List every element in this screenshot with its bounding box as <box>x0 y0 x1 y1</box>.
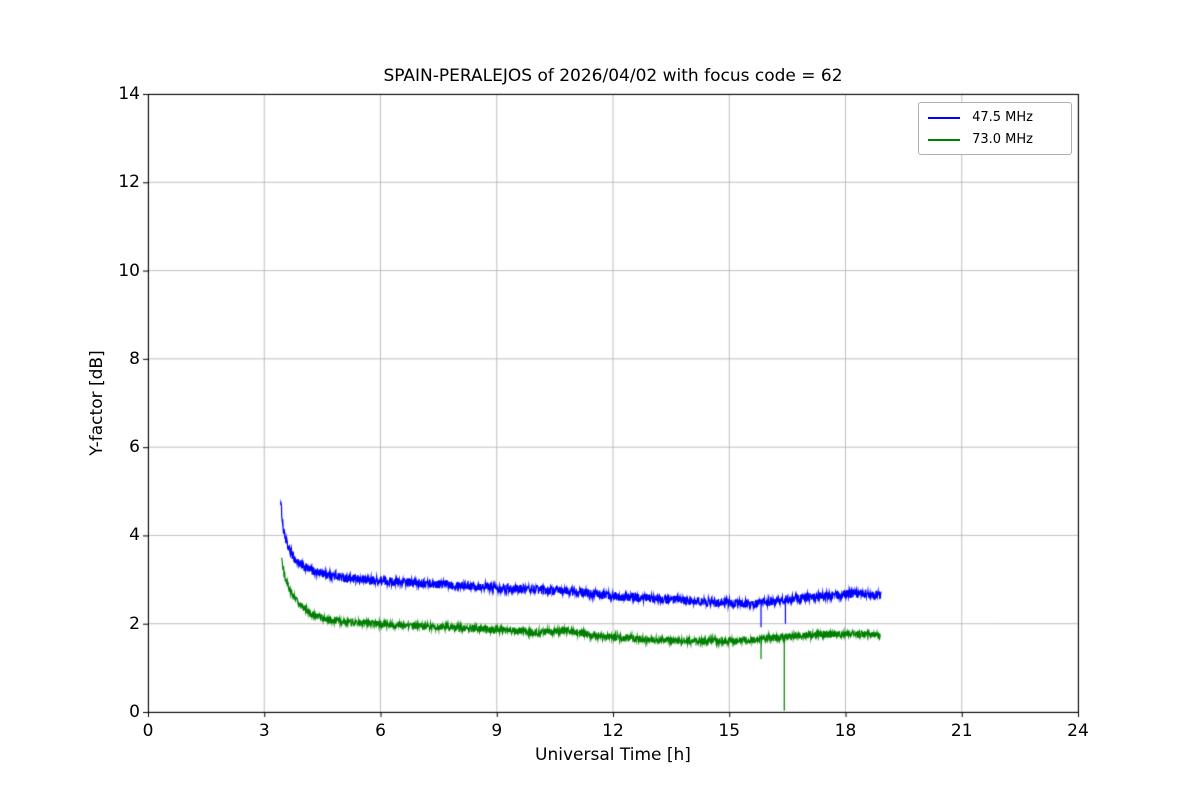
x-tick-label: 24 <box>1067 721 1089 741</box>
chart-title: SPAIN-PERALEJOS of 2026/04/02 with focus… <box>383 66 843 86</box>
legend-line-swatch-blue <box>928 116 961 119</box>
legend-item-73-0-mhz: 73.0 MHz <box>928 132 1061 147</box>
y-tick-label: 12 <box>118 172 140 193</box>
y-tick-label: 2 <box>129 613 140 634</box>
x-tick-label: 3 <box>258 721 270 741</box>
legend-item-47-5-mhz: 47.5 MHz <box>928 110 1061 125</box>
legend-label: 47.5 MHz <box>972 110 1033 125</box>
x-tick-label: 15 <box>718 721 741 741</box>
y-tick-label: 4 <box>129 525 140 546</box>
y-tick-label: 8 <box>129 348 140 369</box>
legend-line-swatch-green <box>928 138 961 141</box>
x-axis-label: Universal Time [h] <box>535 745 691 765</box>
x-tick-label: 12 <box>602 721 624 741</box>
y-tick-label: 10 <box>118 260 140 281</box>
x-tick-label: 21 <box>950 721 973 741</box>
y-tick-label: 6 <box>129 437 140 458</box>
y-axis-label: Y-factor [dB] <box>87 350 107 456</box>
x-tick-label: 0 <box>142 721 154 741</box>
legend: 47.5 MHz 73.0 MHz <box>918 102 1072 155</box>
legend-label: 73.0 MHz <box>972 132 1033 147</box>
y-tick-label: 0 <box>129 702 140 722</box>
x-tick-label: 9 <box>491 721 503 741</box>
y-tick-label: 14 <box>118 84 140 104</box>
x-tick-label: 6 <box>375 721 386 741</box>
x-tick-label: 18 <box>834 721 857 741</box>
